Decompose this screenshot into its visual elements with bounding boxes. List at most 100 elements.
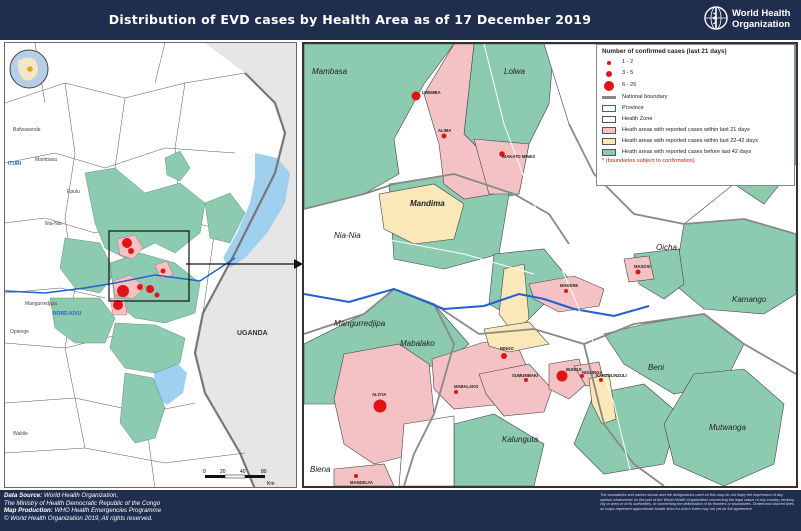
area-label-lwemba: LWEMBA bbox=[422, 90, 441, 95]
zone-label-oicha: Oicha bbox=[656, 243, 677, 252]
area-label-masosi: MASOSI bbox=[634, 264, 651, 269]
inset-label-epulu: Epulu bbox=[67, 189, 80, 195]
reported-22-42-swatch bbox=[602, 138, 616, 145]
inset-province-nord-kivu: NORD-KIVU bbox=[53, 311, 82, 317]
legend-national-boundary: National boundary bbox=[602, 92, 789, 103]
bubble-large-icon bbox=[604, 80, 614, 91]
map-legend: Number of confirmed cases (last 21 days)… bbox=[596, 44, 795, 186]
scale-tick-20: 20 bbox=[220, 469, 226, 475]
lake-edward bbox=[153, 361, 187, 405]
zone-label-kalunguta: Kalunguta bbox=[502, 435, 539, 444]
detail-health-zone-boundaries bbox=[304, 123, 796, 486]
zone-label-biena: Biena bbox=[310, 465, 331, 474]
national-boundary-swatch bbox=[602, 96, 616, 99]
legend-bubble-small-label: 1 - 2 bbox=[622, 59, 634, 65]
map-footer: Data Source: World Health Organization, … bbox=[0, 490, 801, 531]
map-header: Distribution of EVD cases by Health Area… bbox=[0, 0, 801, 40]
legend-bubble-large: 6 - 26 bbox=[602, 79, 789, 92]
overview-reported-areas bbox=[49, 150, 246, 444]
legend-national-boundary-label: National boundary bbox=[622, 94, 668, 100]
who-logo: World Health Organization bbox=[703, 5, 793, 35]
data-source-value: World Health Organization, bbox=[43, 492, 119, 499]
zone-label-mabalako: Mabalako bbox=[400, 339, 435, 348]
detail-province-line bbox=[304, 287, 650, 318]
legend-reported-before-42: Heath areas with reported cases before l… bbox=[602, 147, 789, 158]
who-wordmark: World Health Organization bbox=[732, 8, 790, 30]
zone-label-lolwa: Lolwa bbox=[504, 67, 525, 76]
detail-roads bbox=[304, 44, 635, 486]
who-name-line1: World Health bbox=[732, 8, 791, 19]
legend-reported-22-42: Heath areas with reported cases within l… bbox=[602, 136, 789, 147]
reported-before-42-swatch bbox=[602, 149, 616, 156]
disclaimer-text: The boundaries and names shown and the d… bbox=[600, 493, 795, 511]
area-label-alima: ALIMA bbox=[438, 128, 451, 133]
inset-label-opienge: Opienge bbox=[10, 329, 29, 335]
area-label-makere: MAKERE bbox=[560, 283, 578, 288]
bubble-small-icon bbox=[607, 60, 611, 65]
area-label-aloya: ALOYA bbox=[372, 392, 386, 397]
reported-21-swatch bbox=[602, 127, 616, 134]
who-name-line2: Organization bbox=[732, 19, 791, 30]
detail-case-bubbles bbox=[354, 91, 641, 478]
legend-bubble-medium: 3 - 5 bbox=[602, 68, 789, 79]
legend-bubble-medium-label: 3 - 5 bbox=[622, 70, 634, 76]
zoom-arrow-icon bbox=[186, 259, 303, 269]
area-label-bingo: BINGO bbox=[500, 346, 514, 351]
area-label-kanzulinzuli: KANZULINZULI bbox=[596, 373, 627, 378]
scale-tick-0: 0 bbox=[203, 469, 206, 475]
map-production-value: WHO Health Emergencies Programme bbox=[54, 507, 162, 515]
zone-label-beni: Beni bbox=[648, 363, 664, 372]
overview-map-canvas: Mambasa Nia-Nia Mangurredjipa Opienge Wa… bbox=[5, 43, 296, 487]
data-source-label: Data Source: bbox=[4, 492, 43, 499]
legend-title: Number of confirmed cases (last 21 days) bbox=[602, 48, 727, 55]
area-label-mandelya: MANDELYA bbox=[350, 480, 373, 485]
copyright-text: © World Health Organization 2019, All ri… bbox=[4, 514, 153, 522]
inset-label-nia-nia: Nia-Nia bbox=[45, 221, 62, 227]
legend-reported-21-label: Heath areas with reported cases within l… bbox=[622, 127, 750, 133]
national-boundary-line bbox=[193, 72, 287, 487]
zone-label-nia-nia: Nia-Nia bbox=[334, 231, 361, 240]
bubble-medium-icon bbox=[606, 70, 612, 77]
inset-label-mambasa: Mambasa bbox=[35, 157, 57, 163]
health-zone-swatch bbox=[602, 116, 616, 123]
legend-health-zone: Health Zone bbox=[602, 114, 789, 125]
map-production-label: Map Production: bbox=[4, 507, 53, 515]
detail-area-labels: LWEMBA ALIMA BIAKATO MINES MASOSI MAKERE… bbox=[350, 90, 651, 485]
uganda-area bbox=[195, 43, 296, 487]
zone-label-mutwanga: Mutwanga bbox=[709, 423, 746, 432]
legend-province: Province bbox=[602, 103, 789, 114]
legend-note: * (boundaries subject to confirmation) bbox=[602, 158, 695, 164]
scale-tick-40: 40 bbox=[240, 469, 246, 475]
footer-source: Data Source: World Health Organization, … bbox=[4, 492, 161, 522]
inset-label-wakile: Wakile bbox=[13, 431, 28, 437]
inset-label-mangurredjipa: Mangurredjipa bbox=[25, 301, 57, 307]
inset-country-uganda: UGANDA bbox=[237, 330, 268, 337]
legend-reported-before-42-label: Heath areas with reported cases before l… bbox=[622, 149, 752, 155]
who-emblem-icon bbox=[704, 6, 728, 30]
zone-label-kamango: Kamango bbox=[732, 295, 767, 304]
zone-label-mangurredjipa: Mangurredjipa bbox=[334, 319, 386, 328]
inset-label-bafwasende: Bafwasende bbox=[13, 127, 41, 133]
inset-province-ituri: ITURI bbox=[8, 161, 22, 167]
overview-map[interactable]: Mambasa Nia-Nia Mangurredjipa Opienge Wa… bbox=[4, 42, 297, 488]
detail-areas-22-42 bbox=[378, 183, 617, 425]
zoom-extent-box[interactable] bbox=[108, 230, 190, 302]
zone-label-mambasa: Mambasa bbox=[312, 67, 348, 76]
zone-label-mandima: Mandima bbox=[410, 199, 445, 208]
scale-bar: 0 20 40 80 Km bbox=[203, 469, 275, 487]
detail-zone-labels: Mambasa Lolwa Mandima Nia-Nia Oicha Kama… bbox=[310, 67, 767, 474]
legend-reported-21: Heath areas with reported cases within l… bbox=[602, 125, 789, 136]
detail-white-zone-sw bbox=[398, 415, 455, 486]
legend-province-label: Province bbox=[622, 105, 644, 111]
area-label-ngilinga: NGILINGA bbox=[582, 370, 602, 375]
province-swatch bbox=[602, 105, 616, 112]
legend-bubble-large-label: 6 - 26 bbox=[622, 82, 637, 88]
scale-tick-80: 80 bbox=[261, 469, 267, 475]
map-title: Distribution of EVD cases by Health Area… bbox=[108, 12, 592, 27]
area-label-sumumbaki: SUMUMBAKI bbox=[512, 373, 538, 378]
area-label-mabalako: MABALAKO bbox=[454, 384, 479, 389]
legend-bubble-small: 1 - 2 bbox=[602, 57, 789, 68]
area-label-bundji: BUNDJI bbox=[566, 367, 582, 372]
legend-health-zone-label: Health Zone bbox=[622, 116, 653, 122]
globe-locator-icon bbox=[9, 49, 49, 89]
